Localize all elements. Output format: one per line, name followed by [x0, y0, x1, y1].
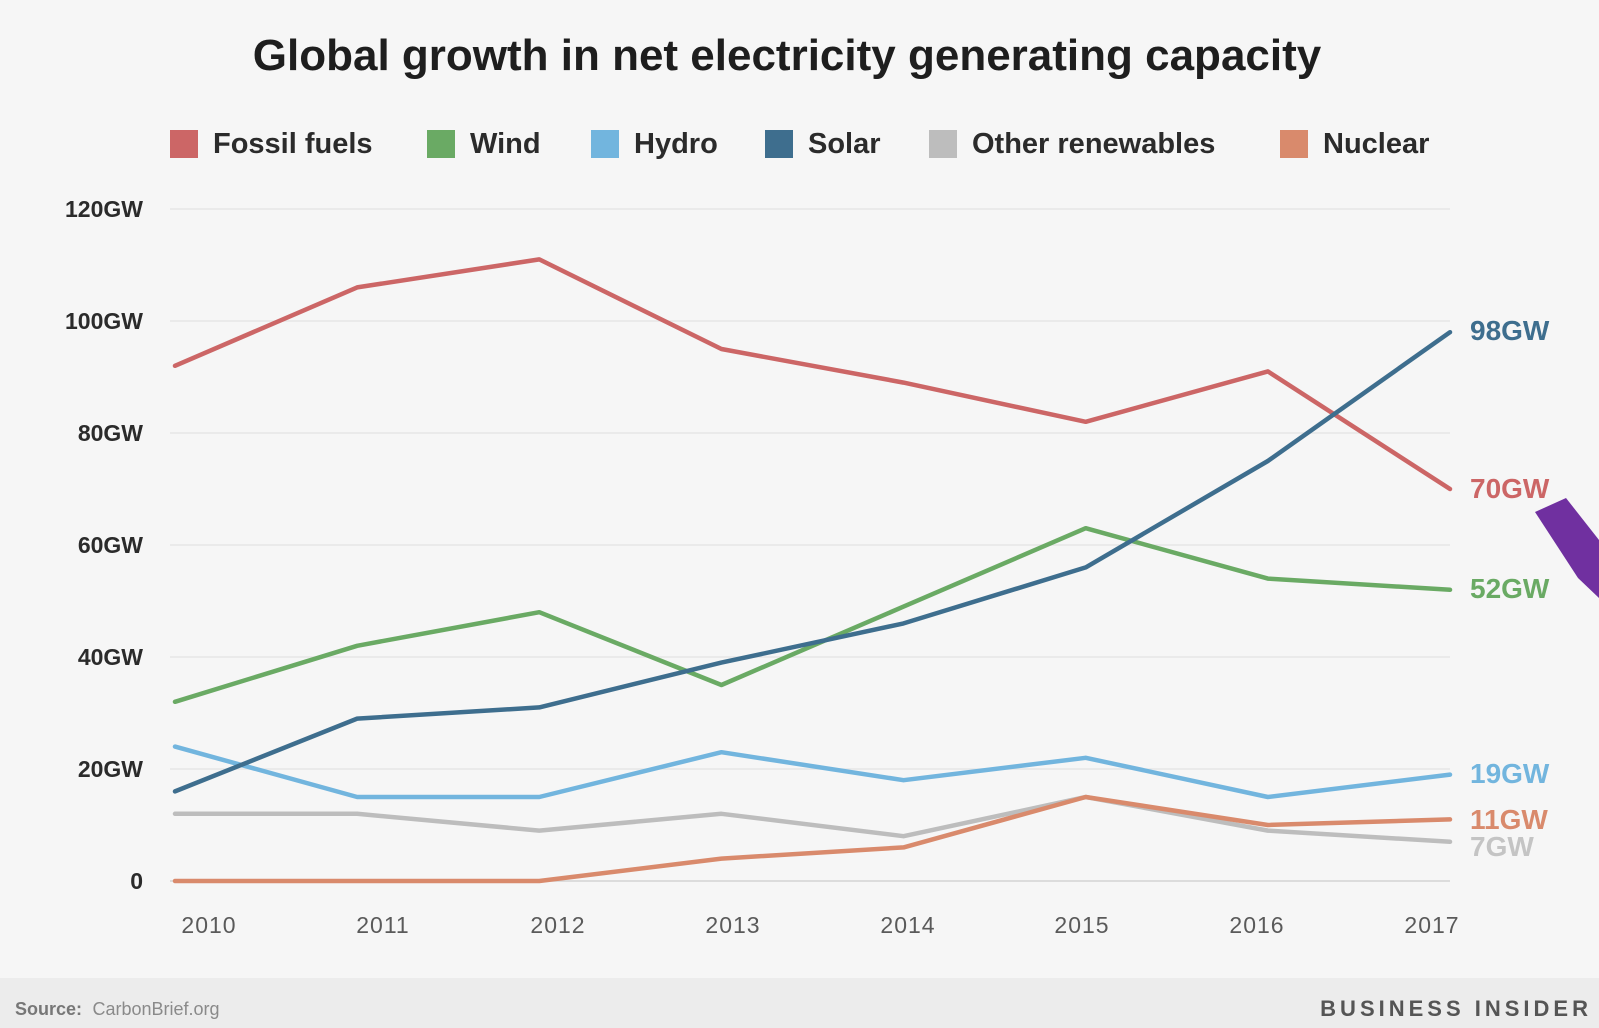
legend-swatch [427, 130, 455, 158]
x-axis: 2010 2011 2012 2013 2014 2015 2016 2017 [181, 912, 1459, 938]
source-credit: Source: CarbonBrief.org [15, 999, 220, 1019]
x-tick-label: 2012 [530, 912, 585, 938]
legend-swatch [1280, 130, 1308, 158]
legend-item: Nuclear [1280, 128, 1429, 160]
y-tick-label: 100GW [65, 308, 143, 334]
end-label: 19GW [1470, 758, 1550, 789]
end-label: 52GW [1470, 573, 1550, 604]
series-line [172, 329, 1453, 794]
end-label: 7GW [1470, 831, 1534, 862]
source-key: Source: [15, 999, 82, 1019]
y-axis: 0 20GW 40GW 60GW 80GW 100GW 120GW [65, 196, 143, 894]
series-line [172, 525, 1453, 705]
legend-item: Wind [427, 128, 541, 160]
chart-title: Global growth in net electricity generat… [253, 31, 1322, 80]
legend-item: Solar [765, 128, 881, 160]
y-tick-label: 120GW [65, 196, 143, 222]
end-label: 70GW [1470, 473, 1550, 504]
x-tick-label: 2011 [356, 912, 409, 938]
legend-swatch [765, 130, 793, 158]
end-label: 98GW [1470, 315, 1550, 346]
series-line [172, 744, 1453, 800]
legend-label: Other renewables [972, 128, 1215, 160]
legend-item: Hydro [591, 128, 718, 160]
legend-item: Fossil fuels [170, 128, 373, 160]
x-tick-label: 2013 [705, 912, 760, 938]
legend-item: Other renewables [929, 128, 1215, 160]
series-line [172, 794, 1453, 884]
x-tick-label: 2017 [1404, 912, 1459, 938]
source-value: CarbonBrief.org [92, 999, 219, 1019]
brand-logo: BUSINESS INSIDER [1320, 996, 1592, 1021]
legend: Fossil fuels Wind Hydro Solar Other renewabl… [170, 128, 1429, 160]
legend-label: Fossil fuels [213, 128, 373, 160]
series-line [172, 257, 1453, 492]
legend-swatch [170, 130, 198, 158]
legend-swatch [929, 130, 957, 158]
y-tick-label: 40GW [78, 644, 143, 670]
series-line [172, 794, 1453, 845]
footer-bar [0, 978, 1599, 1028]
series-lines [172, 257, 1453, 884]
x-tick-label: 2010 [181, 912, 236, 938]
annotation-arrow [1535, 498, 1599, 598]
x-tick-label: 2014 [880, 912, 935, 938]
y-tick-label: 20GW [78, 756, 143, 782]
legend-label: Wind [470, 128, 541, 160]
legend-swatch [591, 130, 619, 158]
y-tick-label: 60GW [78, 532, 143, 558]
legend-label: Hydro [634, 128, 718, 160]
x-tick-label: 2015 [1054, 912, 1109, 938]
legend-label: Solar [808, 128, 881, 160]
x-tick-label: 2016 [1229, 912, 1284, 938]
y-tick-label: 80GW [78, 420, 143, 446]
legend-label: Nuclear [1323, 128, 1429, 160]
y-tick-label: 0 [130, 868, 143, 894]
end-label: 11GW [1470, 804, 1548, 835]
